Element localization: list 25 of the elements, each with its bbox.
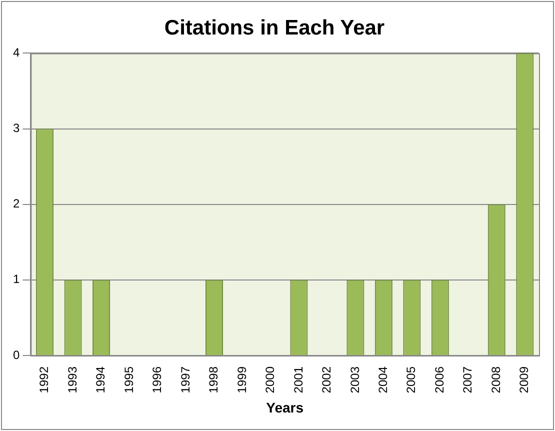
y-tick-label: 1 (12, 272, 20, 286)
chart-title: Citations in Each Year (164, 16, 385, 40)
y-tick-label: 0 (12, 348, 20, 362)
x-tick-label: 1999 (234, 366, 249, 394)
x-axis-title: Years (266, 399, 304, 416)
x-tick-label: 2000 (263, 366, 278, 394)
x-tick-label: 2009 (517, 366, 532, 394)
x-tick-label: 1998 (206, 366, 221, 394)
x-tick-label: 1993 (65, 366, 80, 394)
x-tick-label: 2002 (320, 366, 334, 394)
x-tick-label: 2003 (348, 366, 362, 394)
x-tick-label: 1996 (150, 366, 164, 394)
x-tick-label: 1995 (122, 366, 136, 394)
y-tick-label: 3 (12, 121, 20, 136)
x-tick-label: 2008 (488, 366, 503, 394)
x-tick-label: 2006 (432, 366, 446, 394)
x-tick-label: 1992 (37, 366, 52, 394)
x-tick-label: 2001 (291, 366, 306, 394)
x-tick-label: 1994 (94, 366, 108, 394)
x-tick-label: 2005 (404, 366, 418, 394)
x-tick-label: 1997 (178, 366, 192, 394)
y-tick-label: 2 (12, 196, 20, 211)
x-tick-label: 2007 (460, 366, 475, 394)
y-tick-label: 4 (12, 46, 20, 60)
x-tick-label: 2004 (376, 366, 390, 394)
